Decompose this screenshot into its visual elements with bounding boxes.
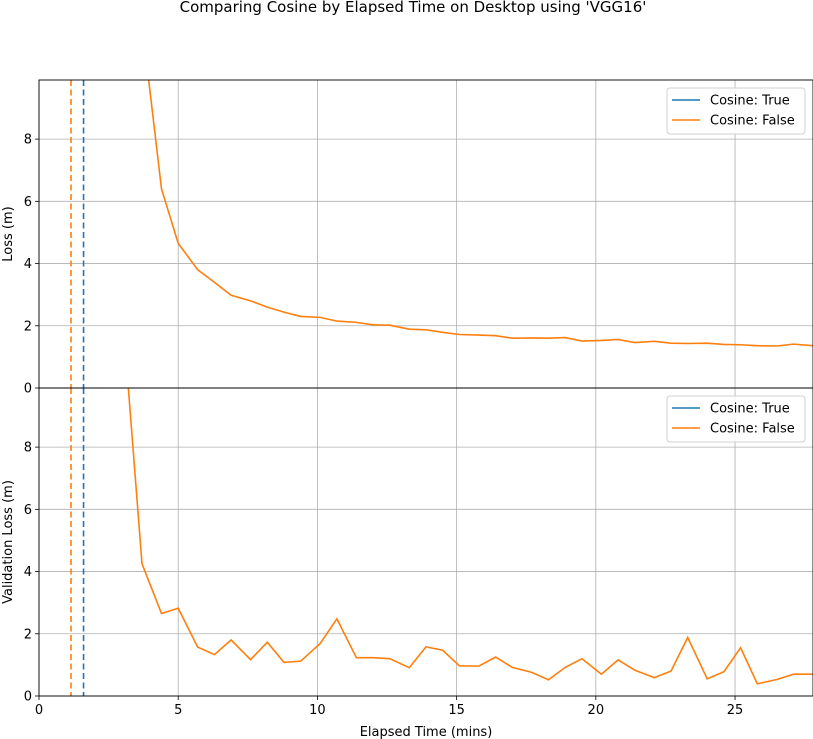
y-tick-label: 8	[24, 133, 32, 148]
chart-title: Comparing Cosine by Elapsed Time on Desk…	[180, 0, 647, 16]
series-line	[127, 388, 813, 685]
validation-loss-panel: 0 2 4 6 8 Validation Loss (m) Cosine: True Cosi…	[1, 387, 813, 705]
y-axis-label: Loss (m)	[1, 206, 16, 261]
x-tick-label: 10	[309, 703, 326, 718]
y-tick-label: 4	[24, 565, 32, 580]
x-tick-label: 5	[174, 703, 182, 718]
y-axis-label: Validation Loss (m)	[1, 480, 16, 604]
y-tick-label: 0	[24, 690, 32, 705]
x-tick-label: 25	[727, 703, 744, 718]
y-tick-label: 0	[24, 382, 32, 397]
y-tick-label: 2	[24, 627, 32, 642]
legend-label: Cosine: True	[710, 402, 790, 417]
series-line	[147, 80, 813, 347]
x-tick-label: 15	[448, 703, 465, 718]
y-tick-label: 6	[24, 503, 32, 518]
legend-box	[666, 395, 806, 443]
y-tick-label: 4	[24, 257, 32, 272]
x-tick-label: 20	[588, 703, 605, 718]
y-tick-label: 6	[24, 195, 32, 210]
y-tick-label: 8	[24, 441, 32, 456]
legend-label: Cosine: False	[710, 422, 795, 437]
legend-box	[666, 87, 806, 135]
x-tick-label: 0	[35, 703, 43, 718]
legend-label: Cosine: True	[710, 94, 790, 109]
x-axis: 0 5 10 15 20 25	[35, 696, 743, 718]
legend-label: Cosine: False	[710, 114, 795, 129]
y-tick-label: 2	[24, 319, 32, 334]
loss-panel: 0 2 4 6 8 Loss (m) Cosine: True Cosine: False	[1, 79, 813, 397]
x-axis-label: Elapsed Time (mins)	[360, 725, 493, 739]
axes-frame	[38, 387, 813, 697]
